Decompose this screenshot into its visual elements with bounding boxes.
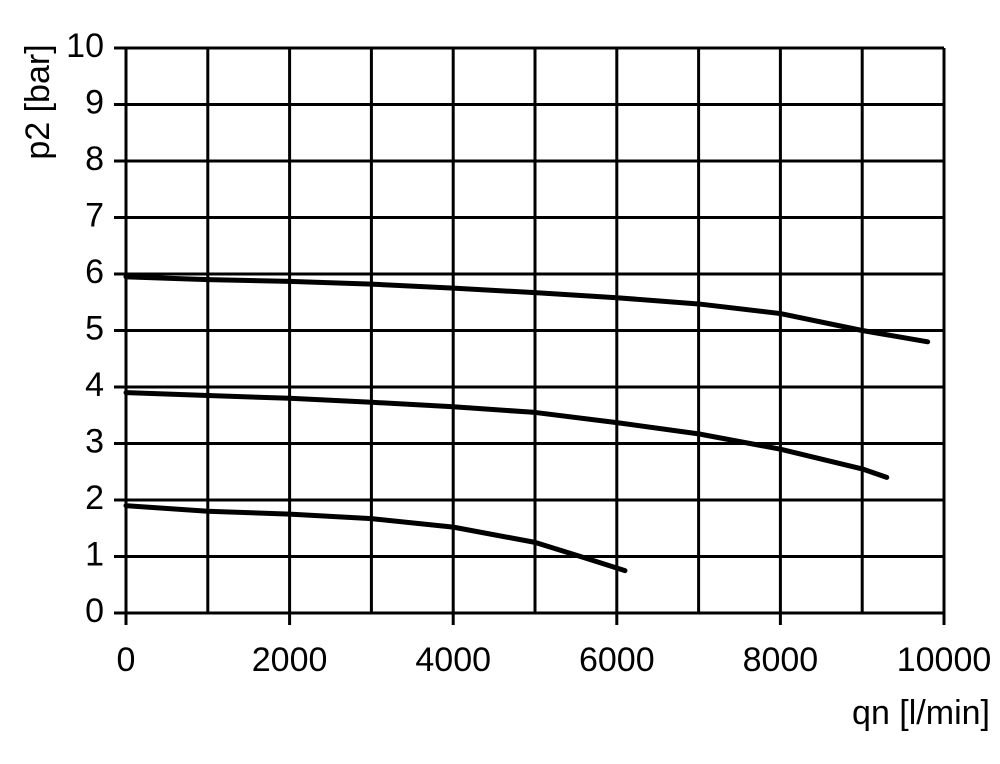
y-tick-label: 8	[85, 140, 104, 178]
x-tick-label: 4000	[415, 641, 491, 679]
y-tick-label: 2	[85, 479, 104, 517]
y-axis-title: p2 [bar]	[19, 44, 57, 159]
x-tick-label: 2000	[252, 641, 328, 679]
series-line	[123, 503, 628, 574]
x-axis-title: qn [l/min]	[852, 694, 990, 732]
y-tick-label: 10	[66, 27, 104, 65]
y-tick-label: 5	[85, 309, 104, 347]
y-tick-label: 0	[85, 592, 104, 630]
y-tick-label: 6	[85, 253, 104, 291]
x-tick-label: 0	[117, 641, 136, 679]
y-tick-label: 4	[85, 366, 104, 404]
series-line	[123, 390, 890, 480]
x-tick-label: 6000	[579, 641, 655, 679]
y-tick-label: 1	[85, 535, 104, 573]
y-tick-label: 7	[85, 196, 104, 234]
x-tick-label: 10000	[897, 641, 992, 679]
y-tick-label: 9	[85, 83, 104, 121]
y-tick-label: 3	[85, 422, 104, 460]
series-line	[123, 274, 931, 345]
x-tick-label: 8000	[743, 641, 819, 679]
